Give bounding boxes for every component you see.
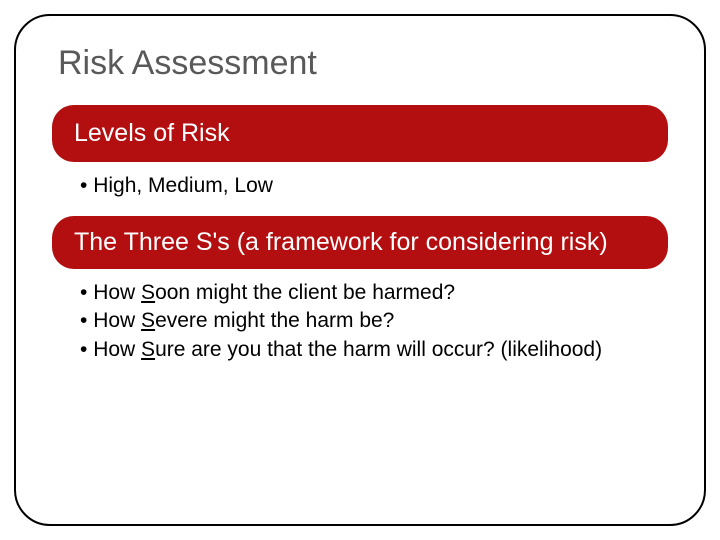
bullet-underline: S bbox=[141, 281, 155, 304]
section-header-three-s: The Three S's (a framework for consideri… bbox=[52, 216, 668, 269]
bullet-three-s-0: How Soon might the client be harmed? bbox=[80, 279, 668, 307]
bullet-levels-0: High, Medium, Low bbox=[80, 172, 668, 200]
bullet-underline: S bbox=[141, 309, 155, 332]
section-header-levels: Levels of Risk bbox=[52, 105, 668, 162]
bullet-post: ure are you that the harm will occur? (l… bbox=[155, 338, 602, 361]
bullet-block-three-s: How Soon might the client be harmed? How… bbox=[52, 269, 668, 380]
bullet-pre: How bbox=[93, 338, 141, 361]
bullet-pre: How bbox=[93, 281, 141, 304]
bullet-three-s-2: How Sure are you that the harm will occu… bbox=[80, 336, 668, 364]
bullet-post: oon might the client be harmed? bbox=[155, 281, 455, 304]
bullet-post: evere might the harm be? bbox=[155, 309, 394, 332]
bullet-pre: How bbox=[93, 309, 141, 332]
bullet-block-levels: High, Medium, Low bbox=[52, 162, 668, 216]
bullet-three-s-1: How Severe might the harm be? bbox=[80, 307, 668, 335]
slide-frame: Risk Assessment Levels of Risk High, Med… bbox=[14, 14, 706, 526]
slide-title: Risk Assessment bbox=[58, 44, 668, 83]
bullet-underline: S bbox=[141, 338, 155, 361]
